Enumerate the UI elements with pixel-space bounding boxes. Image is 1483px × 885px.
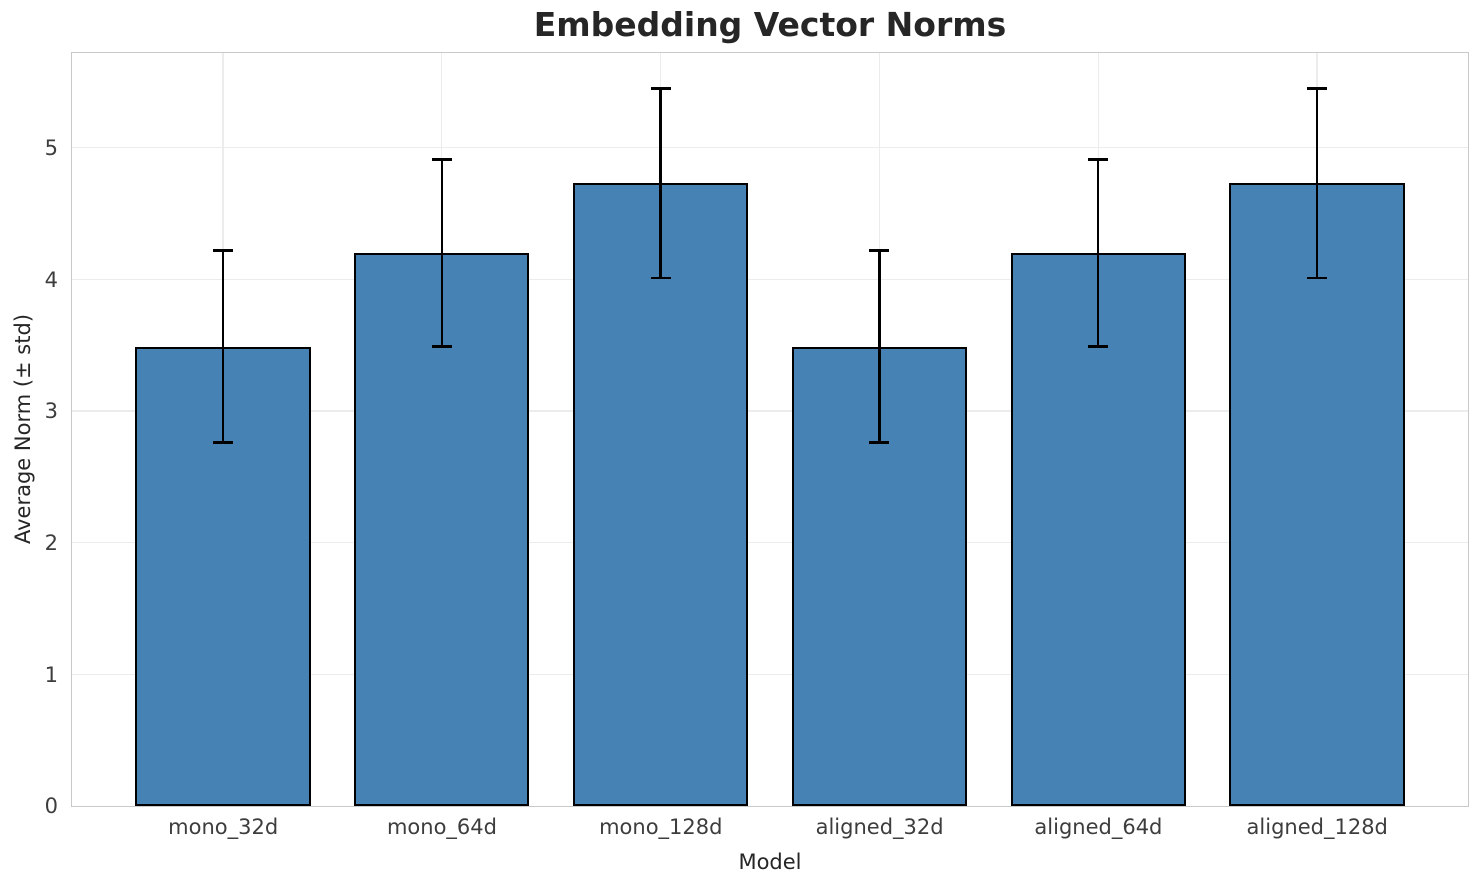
error-bar-cap-bottom [431,345,452,348]
y-gridline [72,278,1468,280]
error-bar-cap-bottom [650,276,671,280]
y-tick-label: 2 [44,530,58,555]
y-tick-label: 3 [44,399,58,424]
error-bar-line [878,250,881,443]
x-tick-label: aligned_32d [815,815,944,839]
bar [1229,183,1405,806]
error-bar-line [1315,88,1319,279]
error-bar-cap-top [650,87,671,90]
x-tick-label: mono_32d [168,815,279,839]
bar [135,346,311,806]
y-axis-label: Average Norm (± std) [11,313,35,545]
error-bar-line [659,88,662,279]
y-gridline [72,673,1468,675]
x-tick-label: mono_64d [386,815,497,839]
error-bar-cap-top [212,249,233,252]
error-bar-cap-bottom [1307,276,1328,280]
error-bar-cap-bottom [212,441,233,444]
bar [573,183,749,806]
x-tick-label: mono_128d [599,815,723,839]
y-tick-label: 5 [44,135,58,160]
error-bar-cap-bottom [1088,345,1109,348]
error-bar-cap-top [1088,158,1109,161]
bar [354,253,530,806]
chart-title: Embedding Vector Norms [533,5,1007,44]
error-bar-line [221,250,225,443]
x-axis-label: Model [738,850,802,874]
y-tick-label: 4 [44,267,58,292]
error-bar-line [440,159,444,347]
y-tick-label: 1 [44,662,58,687]
y-gridline [72,410,1468,412]
error-bar-line [1096,159,1100,347]
y-tick-label: 0 [44,794,58,819]
error-bar-cap-top [869,249,890,252]
x-tick-label: aligned_128d [1246,815,1388,839]
x-tick-label: aligned_64d [1034,815,1163,839]
y-gridline [72,542,1468,544]
plot-area [71,52,1469,807]
error-bar-cap-top [1307,87,1328,90]
error-bar-cap-bottom [869,441,890,444]
y-gridline [72,147,1468,149]
error-bar-cap-top [431,158,452,161]
